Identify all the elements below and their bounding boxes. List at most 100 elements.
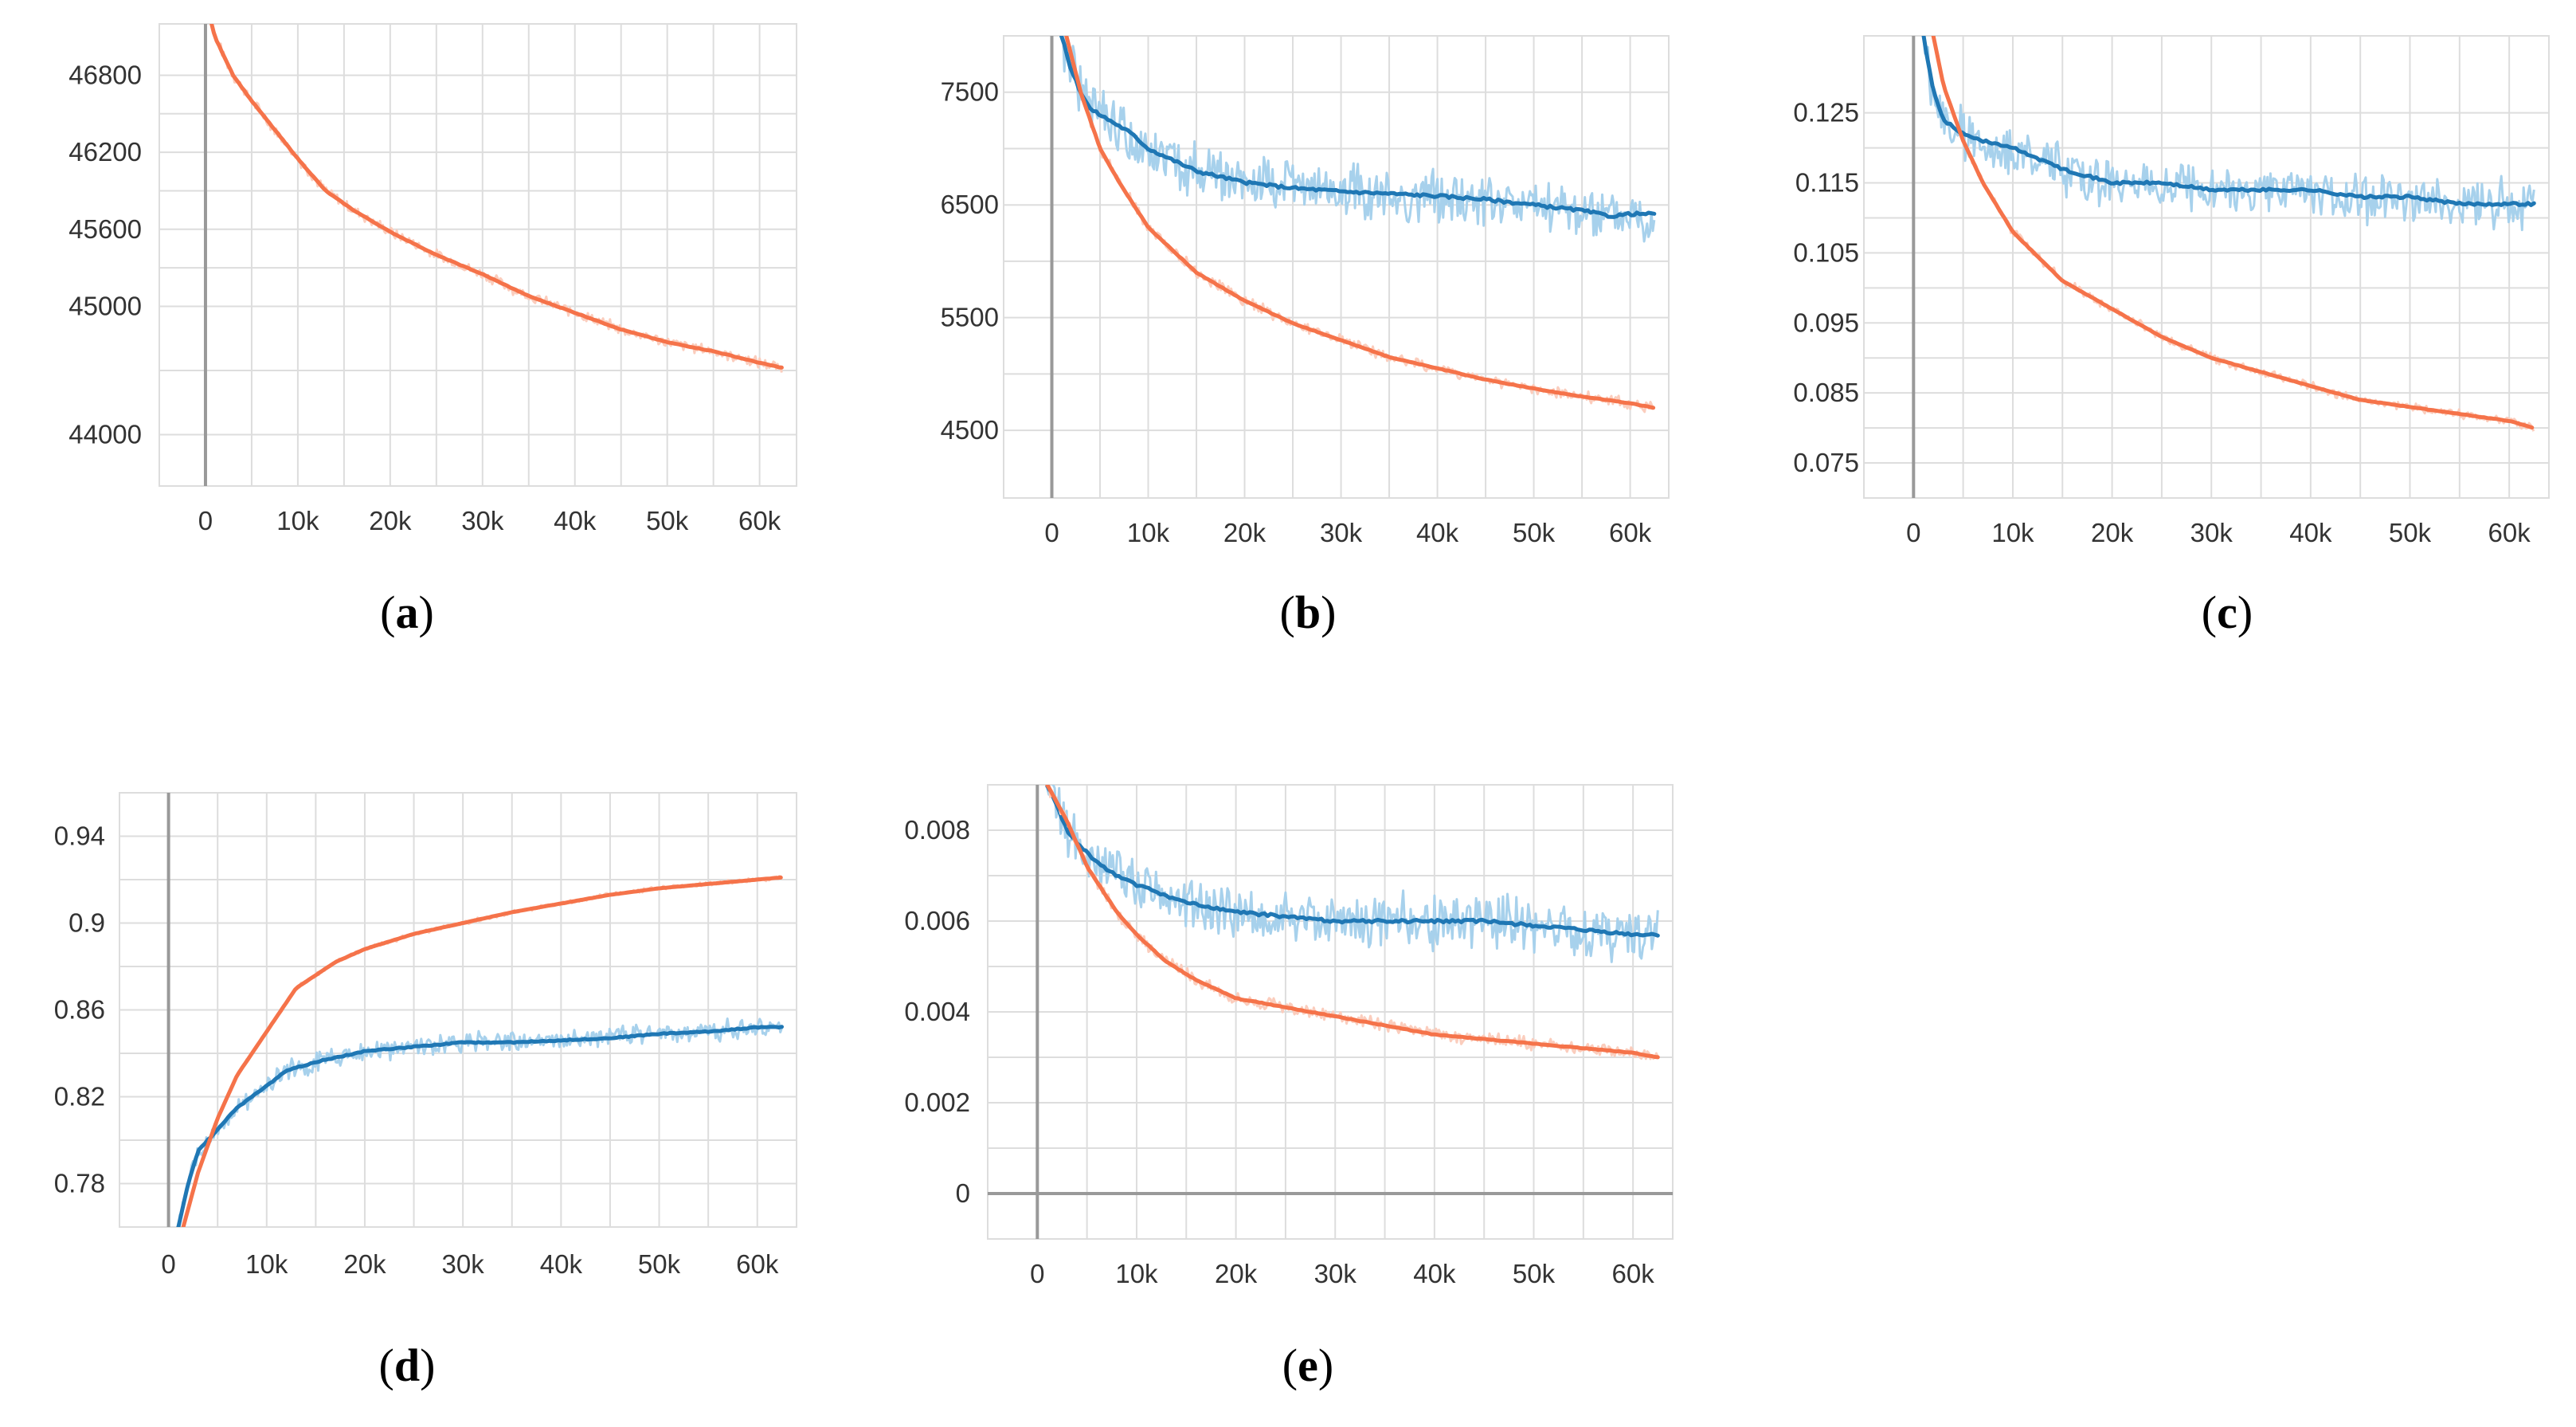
chart-panel-d: 0 10k 20k 30k 40k 50k 60k 0.78 0.82 0.86 0.9 0.94 (… <box>0 733 828 1427</box>
y-tick-label: 0.78 <box>54 1169 105 1198</box>
x-tick-label: 10k <box>1991 518 2034 547</box>
chart-panel-a: 0 10k 20k 30k 40k 50k 60k 44000 45000 45600 46200 4… <box>0 0 828 669</box>
x-tick-label: 30k <box>461 506 504 535</box>
x-tick-label: 60k <box>1609 518 1652 547</box>
caption-c: (c) <box>2201 586 2253 638</box>
y-tick-label: 4500 <box>941 415 999 445</box>
y-tick-label: 45600 <box>69 214 142 244</box>
series-line-validation <box>1059 36 1657 219</box>
chart-panel-c: 0 10k 20k 30k 40k 50k 60k 0.075 0.085 0.095 0.105 0… <box>1689 0 2576 669</box>
caption-a: (a) <box>380 586 434 638</box>
y-tick-label: 46800 <box>69 60 142 89</box>
y-tick-label: 0.002 <box>904 1088 970 1117</box>
series-raw-train <box>1065 38 1655 414</box>
plot-frame <box>159 23 797 487</box>
y-tick-label: 0.075 <box>1793 448 1859 477</box>
x-tick-label: 60k <box>2488 518 2531 547</box>
chart-c: 0 10k 20k 30k 40k 50k 60k 0.075 0.085 0.095 0.105 0… <box>1793 35 2550 547</box>
x-tick-label: 20k <box>343 1249 386 1279</box>
y-tick-label: 5500 <box>941 303 999 332</box>
x-tick-label: 40k <box>2289 518 2332 547</box>
chart-e: 0 10k 20k 30k 40k 50k 60k 0 0.002 0.004 0.006 0.008 <box>904 784 1674 1288</box>
series-line-train <box>1045 785 1660 1060</box>
y-tick-label: 0.82 <box>54 1082 105 1111</box>
caption-e: (e) <box>1282 1339 1334 1391</box>
y-tick-label: 6500 <box>941 190 999 219</box>
plot-frame <box>1003 35 1670 499</box>
x-tick-label: 50k <box>646 506 689 535</box>
y-tick-label: 46200 <box>69 137 142 167</box>
x-tick-label: 60k <box>736 1249 779 1279</box>
y-tick-label: 44000 <box>69 420 142 449</box>
series-line-train <box>181 875 783 1227</box>
series-raw-validation <box>177 1017 783 1227</box>
series-raw-validation <box>1046 785 1659 963</box>
y-tick-label: 0.085 <box>1793 378 1859 407</box>
grid <box>1863 35 2550 499</box>
grid <box>159 23 797 487</box>
y-tick-label: 0.008 <box>904 815 970 845</box>
chart-d: 0 10k 20k 30k 40k 50k 60k 0.78 0.82 0.86 0.9 0.94 <box>54 792 797 1279</box>
y-tick-label: 7500 <box>941 77 999 107</box>
x-tick-label: 20k <box>1215 1259 1258 1288</box>
series-raw-validation <box>1060 36 1656 243</box>
y-tick-label: 0.095 <box>1793 308 1859 337</box>
x-tick-label: 40k <box>554 506 597 535</box>
x-tick-label: 50k <box>638 1249 681 1279</box>
chart-a: 0 10k 20k 30k 40k 50k 60k 44000 45000 45600 46200 4… <box>69 23 797 535</box>
x-tick-label: 20k <box>1223 518 1266 547</box>
y-tick-label: 0.125 <box>1793 98 1859 127</box>
x-tick-label: 40k <box>540 1249 583 1279</box>
x-tick-label: 30k <box>1314 1259 1357 1288</box>
x-tick-label: 30k <box>2190 518 2233 547</box>
x-tick-label: 0 <box>1044 518 1059 547</box>
x-tick-label: 30k <box>1320 518 1363 547</box>
x-tick-label: 50k <box>2389 518 2432 547</box>
chart-panel-b: 0 10k 20k 30k 40k 50k 60k 4500 5500 6500 7500 (b) <box>828 0 1689 669</box>
x-tick-label: 10k <box>245 1249 288 1279</box>
y-tick-label: 0.004 <box>904 997 970 1026</box>
series-line-train <box>209 24 784 370</box>
y-tick-label: 0.105 <box>1793 237 1859 267</box>
y-tick-label: 0.006 <box>904 906 970 935</box>
series-line-train <box>1064 36 1656 410</box>
grid <box>119 792 797 1228</box>
y-tick-label: 0.94 <box>54 821 105 851</box>
x-tick-label: 20k <box>369 506 412 535</box>
plot-frame <box>1863 35 2550 499</box>
y-tick-label: 0.115 <box>1795 168 1859 198</box>
series-raw-train <box>210 24 783 373</box>
x-tick-label: 0 <box>198 506 213 535</box>
x-tick-label: 0 <box>1030 1259 1044 1288</box>
caption-b: (b) <box>1279 586 1337 638</box>
x-tick-label: 40k <box>1416 518 1459 547</box>
chart-panel-e: 0 10k 20k 30k 40k 50k 60k 0 0.002 0.004 0.006 0.008… <box>828 733 1705 1427</box>
series-raw-train <box>182 875 781 1227</box>
plot-frame <box>119 792 797 1228</box>
chart-b: 0 10k 20k 30k 40k 50k 60k 4500 5500 6500 7500 <box>941 35 1670 547</box>
y-tick-label: 0.86 <box>54 995 105 1025</box>
series-raw-validation <box>1922 37 2535 232</box>
x-tick-label: 10k <box>1115 1259 1158 1288</box>
x-tick-label: 20k <box>2091 518 2134 547</box>
series-raw-train <box>1932 38 2535 432</box>
x-tick-label: 60k <box>1612 1259 1655 1288</box>
series-line-validation <box>1045 785 1660 938</box>
x-tick-label: 60k <box>738 506 781 535</box>
x-tick-label: 0 <box>161 1249 175 1279</box>
y-tick-label: 0.9 <box>69 908 105 938</box>
x-tick-label: 40k <box>1413 1259 1456 1288</box>
caption-d: (d) <box>378 1339 436 1391</box>
series-line-train <box>1931 36 2535 430</box>
x-tick-label: 30k <box>442 1249 485 1279</box>
y-tick-label: 45000 <box>69 291 142 320</box>
series-line-validation <box>176 1025 784 1227</box>
series-line-validation <box>1921 36 2536 207</box>
plot-frame <box>987 784 1674 1240</box>
y-tick-label: 0 <box>956 1178 970 1208</box>
x-tick-label: 10k <box>1127 518 1170 547</box>
x-tick-label: 10k <box>276 506 319 535</box>
x-tick-label: 50k <box>1513 1259 1556 1288</box>
grid <box>1003 35 1670 499</box>
x-tick-label: 0 <box>1906 518 1920 547</box>
